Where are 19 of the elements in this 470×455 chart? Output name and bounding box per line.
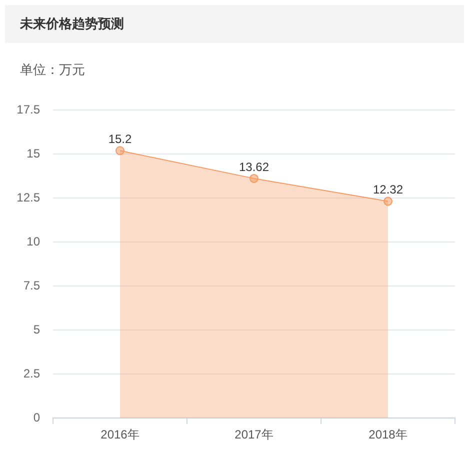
y-tick-label: 12.5 (16, 190, 40, 204)
y-tick-label: 17.5 (16, 102, 40, 117)
data-label: 15.2 (108, 132, 132, 146)
chart-title: 未来价格趋势预测 (20, 15, 124, 33)
y-tick-label: 0 (33, 410, 40, 424)
x-tick-label: 2018年 (368, 428, 408, 442)
x-tick-label: 2016年 (100, 428, 140, 442)
point (250, 174, 258, 183)
point (384, 196, 392, 206)
data-label: 13.62 (238, 160, 270, 174)
y-tick-label: 5 (33, 322, 40, 336)
y-tick-label: 2.5 (23, 366, 40, 380)
data-label: 12.32 (372, 182, 404, 197)
y-tick-label: 7.5 (23, 278, 40, 292)
x-tick-label: 2017年 (234, 428, 274, 442)
point (116, 146, 124, 156)
y-tick-label: 10 (26, 234, 40, 248)
chart-subtitle: 单位：万元 (20, 61, 85, 79)
y-tick-label: 15 (26, 146, 40, 160)
